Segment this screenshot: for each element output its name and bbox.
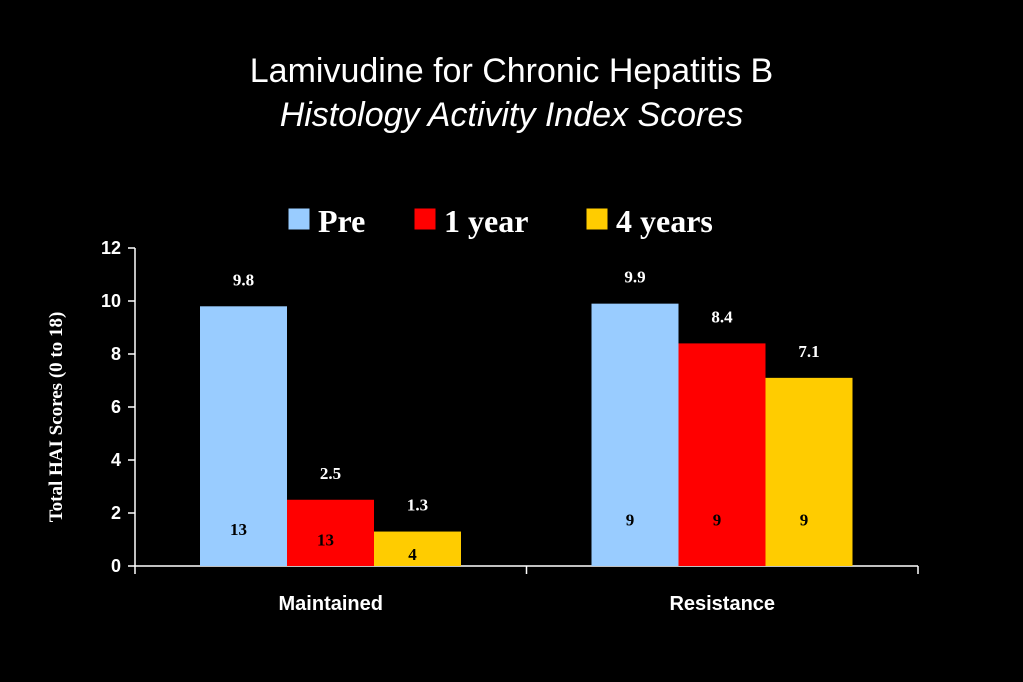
y-tick-label: 8 bbox=[111, 344, 121, 364]
bar-n-label: 9 bbox=[800, 511, 809, 530]
bar-value-label: 8.4 bbox=[711, 307, 733, 326]
bar-value-label: 9.8 bbox=[233, 270, 254, 289]
chart-subtitle: Histology Activity Index Scores bbox=[279, 96, 744, 134]
legend-label: Pre bbox=[318, 203, 365, 239]
y-tick-label: 0 bbox=[111, 556, 121, 576]
y-tick-label: 10 bbox=[101, 291, 121, 311]
bar-value-label: 2.5 bbox=[320, 464, 341, 483]
bar-n-label: 13 bbox=[230, 520, 247, 539]
bar-n-label: 9 bbox=[713, 511, 722, 530]
legend-swatch bbox=[413, 207, 437, 231]
chart-title: Lamivudine for Chronic Hepatitis B bbox=[249, 52, 774, 90]
y-axis-label: Total HAI Scores (0 to 18) bbox=[46, 312, 67, 523]
bar bbox=[287, 499, 374, 566]
bar bbox=[678, 343, 766, 566]
bar-value-label: 7.1 bbox=[798, 342, 819, 361]
legend-label: 1 year bbox=[444, 203, 528, 239]
bar-n-label: 4 bbox=[408, 545, 417, 564]
bar bbox=[591, 303, 679, 566]
legend-swatch bbox=[287, 207, 311, 231]
bar bbox=[765, 377, 853, 566]
legend-label: 4 years bbox=[616, 203, 713, 239]
y-tick-label: 2 bbox=[111, 503, 121, 523]
x-category-label: Maintained bbox=[279, 593, 383, 615]
bar-n-label: 13 bbox=[317, 531, 334, 550]
bar-value-label: 9.9 bbox=[624, 268, 645, 287]
bar-value-label: 1.3 bbox=[407, 496, 428, 515]
legend-swatch bbox=[585, 207, 609, 231]
y-tick-label: 12 bbox=[101, 238, 121, 258]
bar bbox=[200, 306, 287, 566]
x-category-label: Resistance bbox=[669, 593, 775, 615]
bar bbox=[374, 531, 461, 566]
y-tick-label: 4 bbox=[111, 450, 121, 470]
bar-n-label: 9 bbox=[626, 511, 635, 530]
y-tick-label: 6 bbox=[111, 397, 121, 417]
